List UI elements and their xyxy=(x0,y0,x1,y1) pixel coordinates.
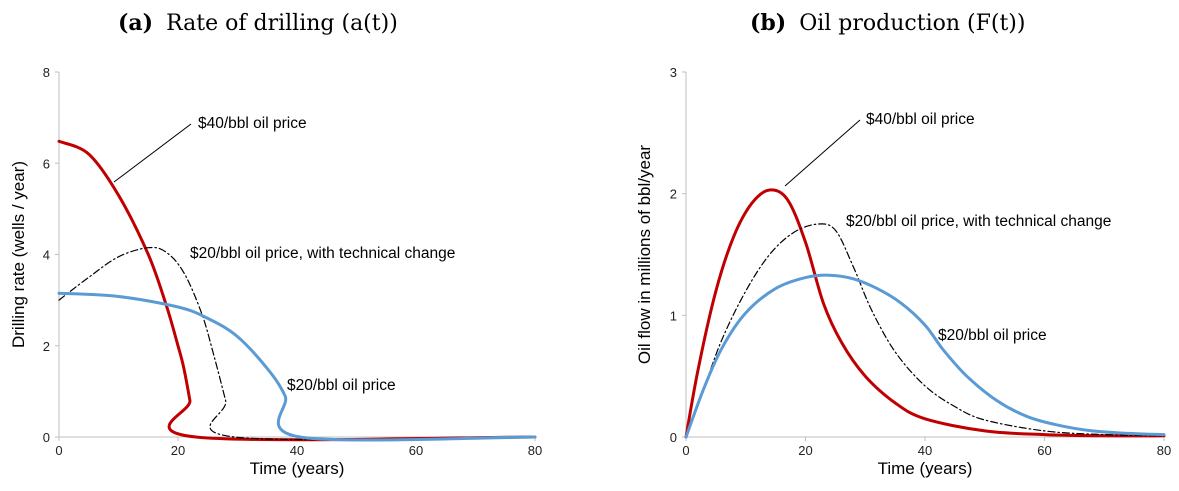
y-tick-label: 2 xyxy=(670,187,677,202)
x-tick-label: 60 xyxy=(409,443,423,458)
series-line-twenty-dollar-tech xyxy=(58,246,536,441)
x-tick-label: 0 xyxy=(55,443,62,458)
series-annotation: $40/bbl oil price xyxy=(866,111,975,128)
panel-a-title-text: Rate of drilling (a(t)) xyxy=(166,11,398,36)
x-tick-label: 40 xyxy=(290,443,304,458)
x-tick-label: 20 xyxy=(171,443,185,458)
x-tick-label: 40 xyxy=(918,443,932,458)
x-axis-label: Time (years) xyxy=(250,459,345,478)
panel-a-title: (a) Rate of drilling (a(t)) xyxy=(118,10,398,36)
series-annotation: $20/bbl oil price, with technical change xyxy=(190,245,455,262)
y-tick-label: 6 xyxy=(43,156,50,171)
series-annotation: $20/bbl oil price xyxy=(938,327,1047,344)
x-tick-label: 80 xyxy=(1157,443,1171,458)
panel-a-tag: (a) xyxy=(118,10,154,36)
panel-b-title: (b) Oil production (F(t)) xyxy=(750,10,1025,36)
y-tick-label: 0 xyxy=(670,430,677,445)
y-tick-label: 0 xyxy=(43,430,50,445)
x-axis-label: Time (years) xyxy=(878,459,973,478)
x-tick-label: 60 xyxy=(1037,443,1051,458)
y-tick-label: 3 xyxy=(670,65,677,80)
panel-b-title-text: Oil production (F(t)) xyxy=(799,11,1026,36)
panel-b-tag: (b) xyxy=(750,10,787,36)
y-axis-label: Oil flow in millions of bbl/year xyxy=(635,145,654,365)
y-tick-label: 4 xyxy=(43,248,50,263)
series-line-twenty-dollar xyxy=(57,291,537,442)
series-line-twenty-dollar-tech xyxy=(685,223,1165,438)
series-line-forty-dollar xyxy=(57,139,537,442)
x-tick-label: 80 xyxy=(528,443,542,458)
series-annotation: $20/bbl oil price xyxy=(287,377,396,394)
annotation-leader-line xyxy=(784,119,861,187)
panel-b-chart: 0 1 2 3 0 20 40 60 80 Time (years) Oil flow in mil… xyxy=(635,65,1171,478)
series-line-twenty-dollar xyxy=(684,273,1166,439)
y-axis-label: Drilling rate (wells / year) xyxy=(9,161,28,348)
series-annotation: $20/bbl oil price, with technical change xyxy=(846,213,1111,230)
annotation-leader-line xyxy=(113,123,192,183)
series-annotation: $40/bbl oil price xyxy=(198,115,307,132)
y-tick-label: 8 xyxy=(43,65,50,80)
series-line-forty-dollar xyxy=(684,188,1166,439)
x-tick-label: 0 xyxy=(682,443,689,458)
y-tick-label: 1 xyxy=(670,308,677,323)
y-tick-label: 2 xyxy=(43,339,50,354)
x-tick-label: 20 xyxy=(798,443,812,458)
